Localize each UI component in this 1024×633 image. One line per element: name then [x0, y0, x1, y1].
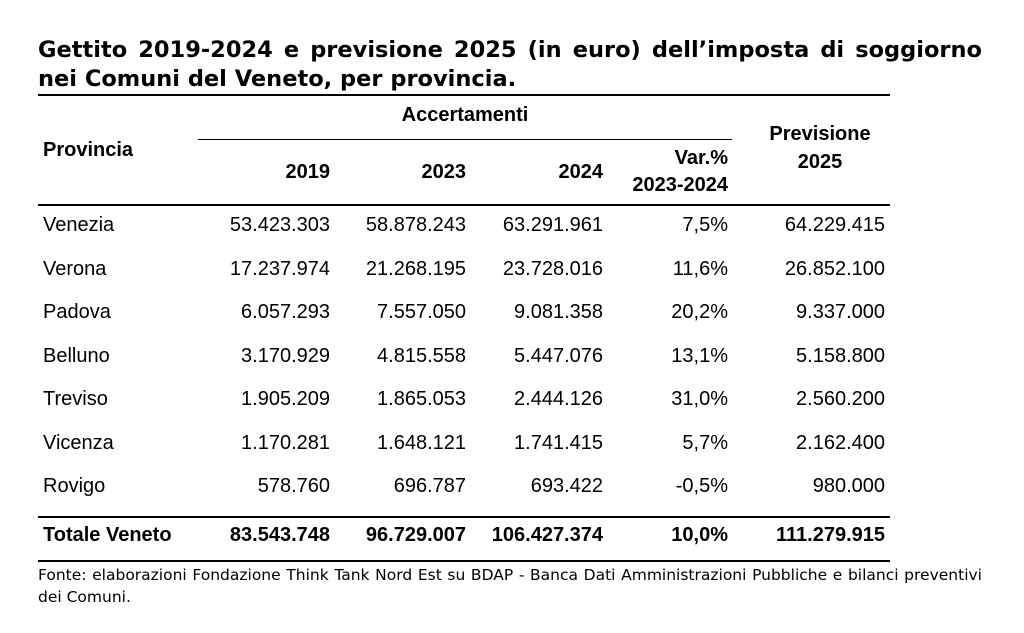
cell-prev: 980.000	[812, 475, 885, 497]
cell-provincia: Belluno	[43, 344, 110, 367]
cell-var: -0,5%	[675, 475, 728, 497]
cell-y2024: 693.422	[530, 475, 603, 497]
cell-prev: 9.337.000	[796, 301, 885, 323]
table-title: Gettito 2019-2024 e previsione 2025 (in …	[38, 37, 982, 92]
cell-provincia: Rovigo	[43, 475, 106, 497]
cell-y2023: 1.648.121	[377, 431, 466, 454]
cell-y2023: 4.815.558	[377, 344, 466, 367]
cell-provincia: Treviso	[43, 388, 108, 410]
total-provincia: Totale Veneto	[43, 524, 172, 546]
cell-prev: 26.852.100	[784, 257, 885, 280]
cell-provincia: Verona	[43, 257, 107, 280]
total-2019: 83.543.748	[229, 524, 330, 546]
cell-provincia: Vicenza	[43, 431, 114, 454]
total-var: 10,0%	[671, 524, 728, 546]
cell-prev: 64.229.415	[784, 214, 885, 236]
table-bottom-rule	[38, 560, 890, 562]
cell-y2024: 2.444.126	[514, 388, 603, 410]
cell-y2019: 1.905.209	[241, 388, 330, 410]
cell-y2024: 1.741.415	[514, 431, 603, 454]
cell-var: 20,2%	[671, 301, 728, 323]
cell-y2019: 578.760	[257, 475, 330, 497]
cell-y2023: 1.865.053	[377, 388, 466, 410]
header-bottom-rule	[38, 204, 890, 206]
cell-var: 11,6%	[672, 257, 728, 280]
accertamenti-group-rule	[198, 139, 732, 140]
cell-y2019: 1.170.281	[241, 431, 330, 454]
cell-y2019: 17.237.974	[229, 257, 330, 280]
cell-prev: 5.158.800	[796, 344, 885, 367]
cell-prev: 2.162.400	[796, 431, 885, 454]
table-top-rule	[38, 94, 890, 96]
cell-var: 31,0%	[671, 388, 728, 410]
header-accertamenti: Accertamenti	[401, 104, 529, 126]
cell-y2023: 21.268.195	[365, 257, 466, 280]
cell-y2023: 7.557.050	[377, 301, 466, 323]
total-previsione: 111.279.915	[775, 524, 885, 546]
header-previsione-line2: 2025	[797, 151, 843, 173]
cell-var: 13,1%	[671, 344, 728, 367]
cell-var: 5,7%	[682, 431, 728, 454]
cell-y2019: 53.423.303	[229, 214, 330, 236]
cell-provincia: Venezia	[43, 214, 115, 236]
total-2024: 106.427.374	[491, 524, 603, 546]
total-top-rule	[38, 516, 890, 518]
cell-var: 7,5%	[682, 214, 728, 236]
cell-y2024: 9.081.358	[514, 301, 603, 323]
source-note: Fonte: elaborazioni Fondazione Think Tan…	[38, 566, 982, 606]
cell-y2024: 23.728.016	[502, 257, 603, 280]
cell-y2019: 6.057.293	[241, 301, 330, 323]
header-provincia: Provincia	[43, 139, 134, 161]
header-var-line2: 2023-2024	[632, 174, 728, 196]
cell-y2019: 3.170.929	[241, 344, 330, 367]
header-var-line1: Var.%	[674, 147, 728, 169]
cell-provincia: Padova	[43, 301, 111, 323]
header-2023: 2023	[421, 161, 467, 183]
total-2023: 96.729.007	[365, 524, 466, 546]
cell-y2024: 63.291.961	[502, 214, 603, 236]
header-previsione-line1: Previsione	[769, 123, 871, 145]
cell-y2023: 58.878.243	[365, 214, 466, 236]
cell-y2023: 696.787	[393, 475, 466, 497]
cell-prev: 2.560.200	[796, 388, 885, 410]
cell-y2024: 5.447.076	[514, 344, 603, 367]
header-2019: 2019	[285, 161, 331, 183]
header-2024: 2024	[558, 161, 604, 183]
